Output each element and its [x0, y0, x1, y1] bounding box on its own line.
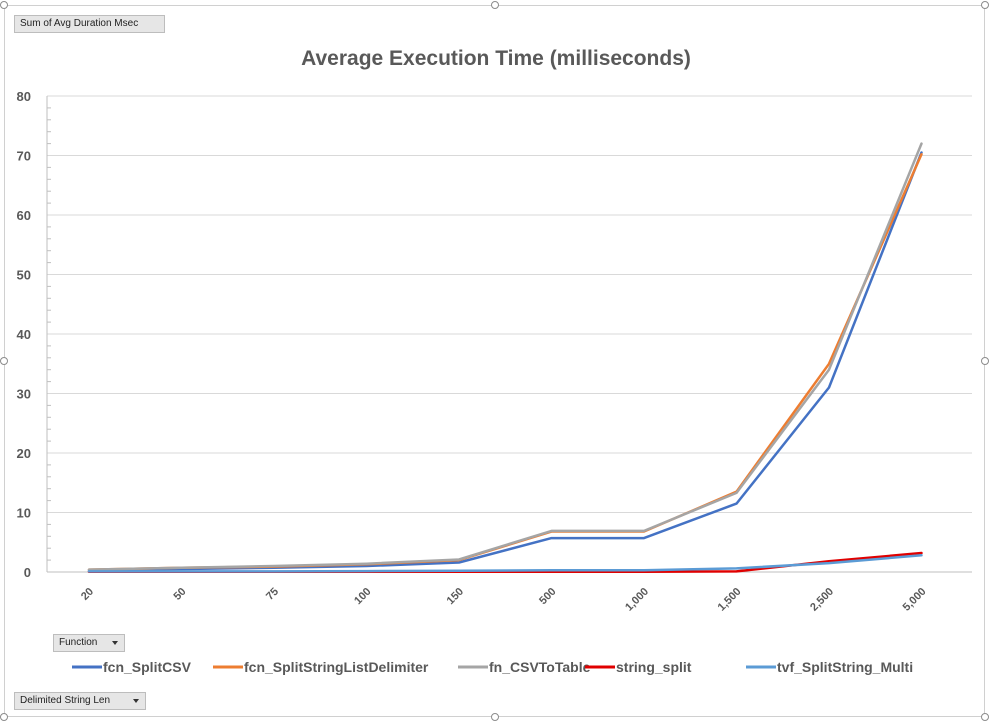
resize-handle-top-right[interactable]: [981, 1, 989, 9]
legend-field-label: Function: [59, 637, 98, 648]
legend-entry-label: fcn_SplitStringListDelimiter: [244, 659, 429, 675]
series-line-fcn-splitstringlistdelimiter[interactable]: [87, 153, 923, 571]
resize-handle-bottom-right[interactable]: [981, 713, 989, 721]
y-tick-label: 40: [17, 327, 31, 342]
legend-entry-label: fn_CSVToTable: [489, 659, 591, 675]
x-tick-label: 50: [171, 586, 188, 603]
x-tick-label: 20: [79, 586, 96, 603]
y-tick-label: 30: [17, 387, 31, 402]
legend-field-button[interactable]: Function: [53, 634, 125, 652]
y-tick-label: 10: [17, 506, 31, 521]
legend: fcn_SplitCSV fcn_SplitStringListDelimiter…: [72, 659, 913, 675]
x-tick-label: 1,500: [716, 586, 744, 614]
legend-entry-label: tvf_SplitString_Multi: [777, 659, 913, 675]
x-tick-label: 75: [264, 586, 281, 603]
chart-title: Average Execution Time (milliseconds): [301, 47, 691, 70]
series-line-fn-csvtotable[interactable]: [87, 142, 923, 571]
y-tick-label: 0: [24, 565, 31, 580]
x-tick-label: 150: [445, 586, 466, 607]
x-axis: 20 50 75 100 150 500 1,000 1,500 2,500 5,000: [79, 586, 929, 614]
x-tick-label: 2,500: [808, 586, 836, 614]
resize-handle-middle-right[interactable]: [981, 357, 989, 365]
resize-handle-bottom-center[interactable]: [491, 713, 499, 721]
gridlines: [47, 95, 972, 573]
axis-field-button[interactable]: Delimited String Len: [14, 692, 146, 710]
y-tick-label: 60: [17, 208, 31, 223]
series-line-tvf-splitstring-multi[interactable]: [87, 554, 923, 573]
x-tick-label: 500: [537, 586, 558, 607]
y-tick-label: 20: [17, 446, 31, 461]
values-field-label: Sum of Avg Duration Msec: [20, 18, 139, 29]
x-tick-label: 5,000: [901, 586, 929, 614]
resize-handle-bottom-left[interactable]: [0, 713, 8, 721]
x-tick-label: 1,000: [623, 586, 651, 614]
y-tick-label: 70: [17, 149, 31, 164]
y-tick-label: 80: [17, 89, 31, 104]
axis-field-label: Delimited String Len: [20, 695, 111, 706]
chevron-down-icon: [112, 641, 118, 645]
y-axis: 0 10 20 30 40 50 60 70 80: [17, 89, 51, 580]
legend-entry-label: fcn_SplitCSV: [103, 659, 192, 675]
legend-entry-label: string_split: [616, 659, 692, 675]
chart-area[interactable]: [4, 5, 985, 717]
chevron-down-icon: [133, 699, 139, 703]
resize-handle-top-center[interactable]: [491, 1, 499, 9]
resize-handle-top-left[interactable]: [0, 1, 8, 9]
series-lines: [87, 142, 923, 573]
y-tick-label: 50: [17, 268, 31, 283]
values-field-button[interactable]: Sum of Avg Duration Msec: [14, 15, 165, 33]
x-tick-label: 100: [352, 586, 373, 607]
resize-handle-middle-left[interactable]: [0, 357, 8, 365]
